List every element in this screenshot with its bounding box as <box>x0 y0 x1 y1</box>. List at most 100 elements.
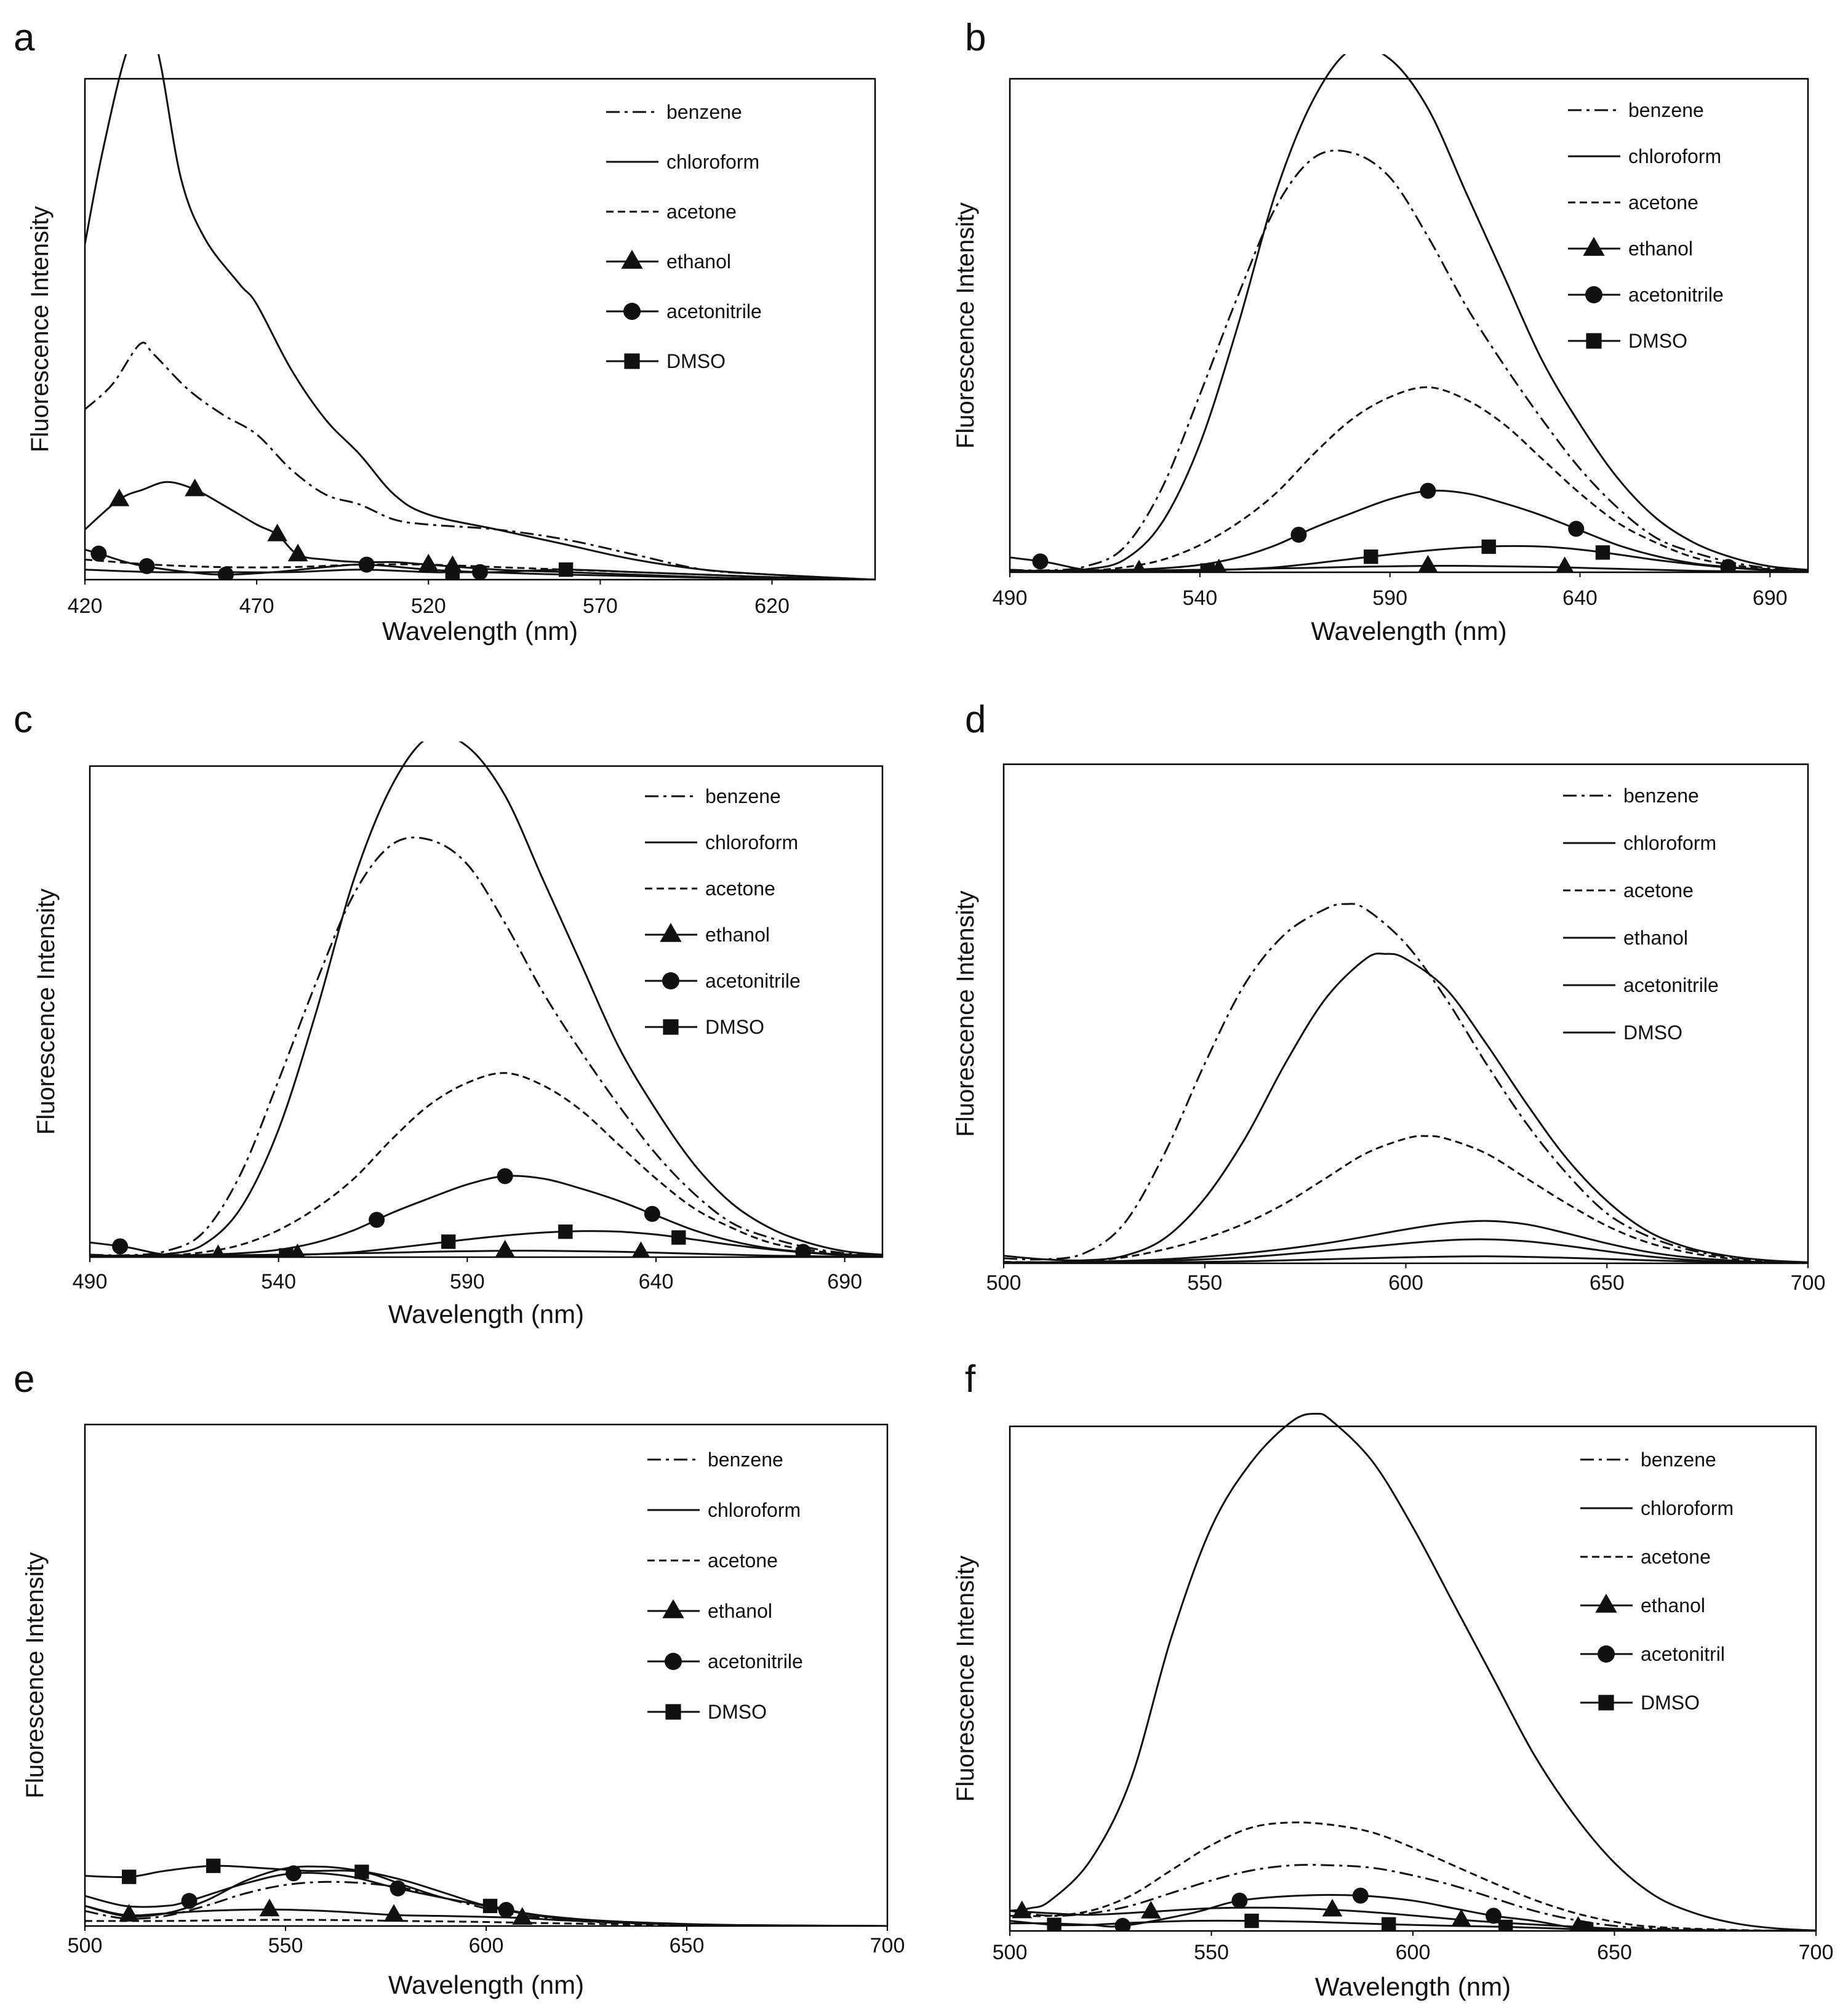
legend-marker <box>663 1019 679 1035</box>
data-point-triangle <box>259 1898 280 1917</box>
series-line <box>1004 1220 1808 1263</box>
data-point-square <box>445 565 460 580</box>
series-line <box>1010 1906 1816 1931</box>
x-tick-label: 640 <box>639 1270 674 1293</box>
x-tick-label: 500 <box>68 1934 103 1957</box>
data-point-square <box>1364 549 1378 564</box>
legend-marker <box>662 972 679 989</box>
series-line <box>1004 1238 1808 1263</box>
series-benzene <box>1010 150 1808 572</box>
panel-letter: f <box>965 1358 976 1401</box>
x-tick-label: 500 <box>993 1941 1028 1964</box>
data-point-circle <box>369 1212 385 1228</box>
data-point-square <box>1244 1913 1259 1928</box>
legend-label: benzene <box>1641 1449 1716 1471</box>
series-acetonitrile <box>85 545 875 580</box>
series-line <box>1004 1255 1808 1263</box>
legend: benzene chloroform acetone ethanol acetonitr… <box>647 1449 803 1723</box>
series-line <box>1010 1864 1816 1931</box>
y-axis-label: Fluorescence Intensity <box>22 1552 49 1798</box>
legend-label: DMSO <box>1641 1692 1700 1714</box>
data-point-triangle <box>631 1241 650 1257</box>
data-point-circle <box>286 1865 302 1882</box>
data-point-circle <box>1720 559 1737 572</box>
data-point-square <box>671 1230 686 1245</box>
legend-label: acetone <box>705 877 775 900</box>
legend-label: ethanol <box>708 1600 772 1622</box>
x-tick-label: 540 <box>1182 586 1217 610</box>
series-line <box>1004 1135 1808 1263</box>
panel-letter: d <box>965 698 986 741</box>
series-line <box>1010 489 1808 572</box>
data-point-square <box>558 562 574 577</box>
panel-letter: b <box>965 17 986 59</box>
series-line <box>1010 54 1808 572</box>
series-line <box>85 1864 887 1926</box>
x-tick-label: 420 <box>68 594 103 618</box>
chart-panel-f: f 500 550 600 650 700 Wavelength (nm) Fluoresce… <box>952 1358 1833 2001</box>
series-line <box>90 1072 882 1257</box>
legend-label: chloroform <box>666 151 759 173</box>
data-point-circle <box>181 1893 198 1909</box>
x-tick-label: 490 <box>73 1270 108 1293</box>
data-point-triangle <box>119 1904 140 1922</box>
series-chloroform <box>85 54 875 580</box>
x-tick-label: 500 <box>986 1271 1022 1295</box>
panel-letter: e <box>14 1358 34 1401</box>
legend-label: acetonitril <box>1641 1643 1725 1665</box>
series-benzene <box>1010 1864 1816 1931</box>
legend-marker <box>662 1599 684 1618</box>
data-point-square <box>1595 545 1610 560</box>
legend-label: acetonitrile <box>666 300 762 322</box>
data-point-square <box>482 1898 498 1914</box>
x-tick-label: 570 <box>583 594 618 618</box>
series-line <box>1010 150 1808 572</box>
legend: benzene chloroform acetone ethanol acetonitr… <box>1563 785 1719 1044</box>
series-line <box>90 1175 882 1257</box>
legend-label: DMSO <box>708 1701 767 1723</box>
legend: benzene chloroform acetone ethanol acetonitr… <box>645 785 801 1038</box>
x-tick-label: 620 <box>754 594 790 618</box>
legend-label: benzene <box>708 1449 783 1471</box>
series-line <box>1010 545 1808 572</box>
x-tick-label: 520 <box>411 594 446 618</box>
legend-label: benzene <box>666 101 742 123</box>
legend: benzene chloroform acetone ethanol acetonitr… <box>1580 1449 1734 1714</box>
legend-marker <box>624 353 640 369</box>
legend-label: acetone <box>708 1549 778 1572</box>
data-point-triangle <box>1012 1900 1033 1919</box>
x-tick-label: 550 <box>268 1934 303 1957</box>
data-point-triangle <box>1211 558 1227 572</box>
series-line <box>85 54 875 580</box>
series-benzene <box>85 342 875 580</box>
x-tick-label: 650 <box>1590 1271 1625 1295</box>
series-chloroform <box>1010 1412 1816 1931</box>
legend-marker <box>665 1704 681 1720</box>
data-point-square <box>1382 1917 1396 1931</box>
data-point-square <box>1047 1917 1062 1931</box>
series-DMSO <box>1004 1255 1808 1263</box>
chart-panel-b: b 490 540 590 640 690 Wavelength (nm) Fluoresce… <box>952 17 1809 645</box>
x-tick-label: 600 <box>469 1934 504 1957</box>
data-point-triangle <box>418 553 439 572</box>
data-point-circle <box>1568 521 1585 537</box>
legend-marker <box>1598 1695 1614 1711</box>
x-tick-label: 600 <box>1396 1941 1431 1964</box>
data-point-triangle <box>1418 554 1438 572</box>
legend-label: DMSO <box>666 350 726 372</box>
legend-label: ethanol <box>1623 927 1688 949</box>
x-tick-label: 590 <box>450 1270 485 1293</box>
x-tick-label: 690 <box>1753 586 1788 610</box>
data-point-triangle <box>109 489 130 506</box>
series-benzene <box>90 836 882 1257</box>
legend-label: benzene <box>1623 785 1699 807</box>
series-line <box>1010 1412 1816 1931</box>
series-DMSO <box>90 1224 882 1257</box>
data-point-circle <box>358 556 375 573</box>
data-point-triangle <box>1140 1901 1161 1919</box>
series-line <box>1004 953 1808 1263</box>
legend-label: DMSO <box>1623 1021 1682 1044</box>
x-tick-label: 470 <box>239 594 274 618</box>
legend-label: acetone <box>666 201 737 223</box>
